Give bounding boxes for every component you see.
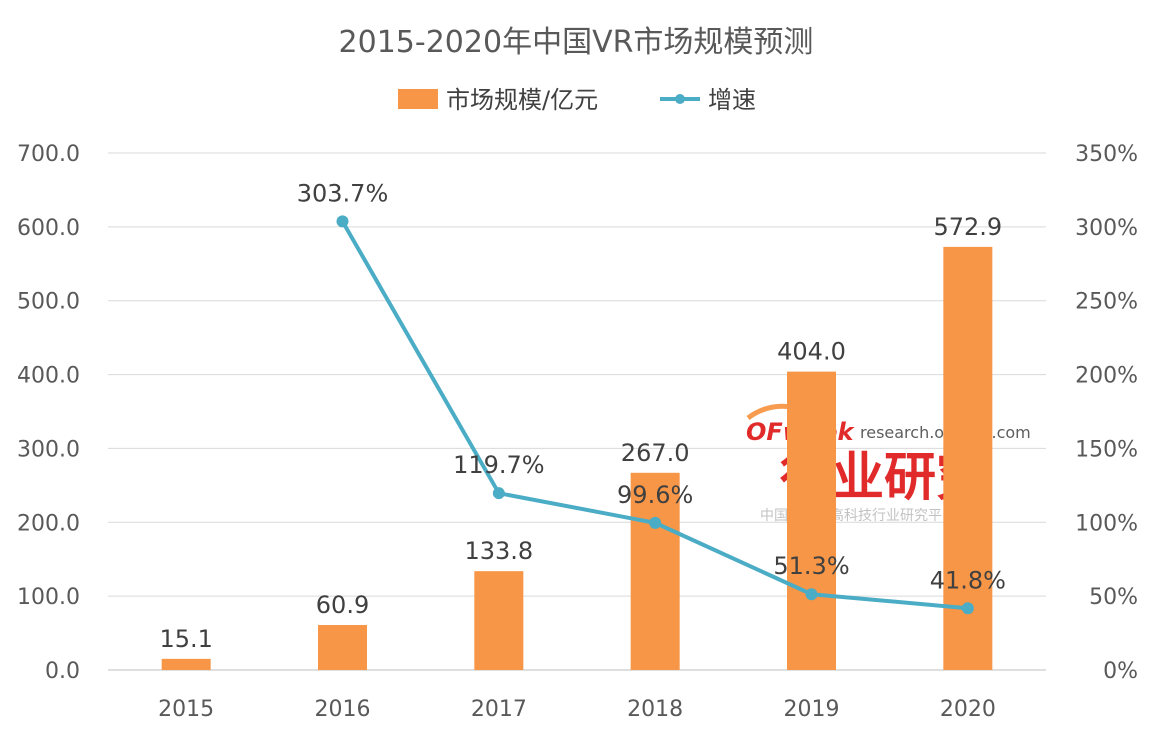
bar-data-label: 15.1 bbox=[159, 625, 212, 653]
line-data-label: 303.7% bbox=[297, 179, 389, 207]
line-point bbox=[649, 516, 662, 529]
bar bbox=[161, 658, 211, 670]
bar-series bbox=[161, 246, 993, 670]
x-tick-label: 2016 bbox=[315, 697, 371, 722]
line-series bbox=[336, 215, 974, 615]
y-left-tick-label: 700.0 bbox=[17, 142, 80, 167]
bar-data-label: 133.8 bbox=[464, 537, 533, 565]
x-axis: 2015 2016 2017 2018 2019 2020 bbox=[158, 697, 996, 722]
y-left-tick-label: 600.0 bbox=[17, 216, 80, 241]
legend-bar-swatch bbox=[398, 89, 438, 109]
x-tick-label: 2018 bbox=[627, 697, 683, 722]
y-left-tick-label: 200.0 bbox=[17, 511, 80, 536]
line-point bbox=[805, 588, 818, 601]
legend-line-marker bbox=[675, 94, 685, 104]
line-point bbox=[492, 487, 505, 500]
line-data-label: 119.7% bbox=[453, 451, 545, 479]
y-right-tick-label: 0% bbox=[1103, 659, 1138, 684]
bar-data-label: 267.0 bbox=[621, 439, 690, 467]
y-right-tick-label: 200% bbox=[1075, 364, 1138, 389]
bar-data-labels: 15.1 60.9 133.8 267.0 404.0 572.9 bbox=[159, 213, 1002, 653]
y-left-tick-label: 100.0 bbox=[17, 585, 80, 610]
legend-bar-label: 市场规模/亿元 bbox=[446, 86, 598, 114]
y-right-tick-label: 300% bbox=[1075, 216, 1138, 241]
legend-line-label: 增速 bbox=[708, 86, 756, 114]
x-tick-label: 2017 bbox=[471, 697, 527, 722]
y-left-tick-label: 300.0 bbox=[17, 437, 80, 462]
bar bbox=[474, 571, 524, 670]
bar bbox=[318, 625, 367, 670]
x-tick-label: 2015 bbox=[158, 697, 214, 722]
line-data-label: 41.8% bbox=[930, 566, 1006, 594]
x-tick-label: 2019 bbox=[784, 697, 840, 722]
line-data-label: 51.3% bbox=[773, 552, 849, 580]
y-right-tick-label: 250% bbox=[1075, 290, 1138, 315]
chart-title: 2015-2020年中国VR市场规模预测 bbox=[339, 25, 814, 60]
y-right-tick-label: 150% bbox=[1075, 437, 1138, 462]
line-data-labels: 303.7% 119.7% 99.6% 51.3% 41.8% bbox=[297, 179, 1006, 594]
bar bbox=[630, 472, 680, 670]
y-left-axis: 0.0 100.0 200.0 300.0 400.0 500.0 600.0 700.0 bbox=[17, 142, 80, 684]
bar-data-label: 572.9 bbox=[933, 213, 1002, 241]
y-left-tick-label: 500.0 bbox=[17, 290, 80, 315]
y-left-tick-label: 400.0 bbox=[17, 364, 80, 389]
bar-data-label: 404.0 bbox=[777, 338, 846, 366]
y-right-axis: 0% 50% 100% 150% 200% 250% 300% 350% bbox=[1075, 142, 1138, 684]
bar bbox=[787, 371, 836, 670]
y-right-tick-label: 350% bbox=[1075, 142, 1138, 167]
y-left-tick-label: 0.0 bbox=[45, 659, 80, 684]
y-right-tick-label: 100% bbox=[1075, 511, 1138, 536]
gridlines bbox=[108, 152, 1046, 671]
line-point bbox=[336, 215, 349, 228]
line-data-label: 99.6% bbox=[617, 481, 693, 509]
bar bbox=[943, 246, 993, 670]
y-right-tick-label: 50% bbox=[1089, 585, 1138, 610]
legend: 市场规模/亿元 增速 bbox=[398, 86, 756, 114]
x-tick-label: 2020 bbox=[940, 697, 996, 722]
bar-data-label: 60.9 bbox=[316, 591, 369, 619]
line-point bbox=[961, 602, 974, 615]
